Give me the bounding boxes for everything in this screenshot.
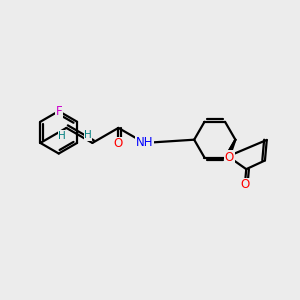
Text: NH: NH [136,136,153,149]
Text: O: O [225,151,234,164]
Text: O: O [240,178,250,191]
Text: O: O [114,137,123,150]
Text: H: H [58,130,66,141]
Text: H: H [84,130,92,140]
Text: F: F [56,105,62,118]
